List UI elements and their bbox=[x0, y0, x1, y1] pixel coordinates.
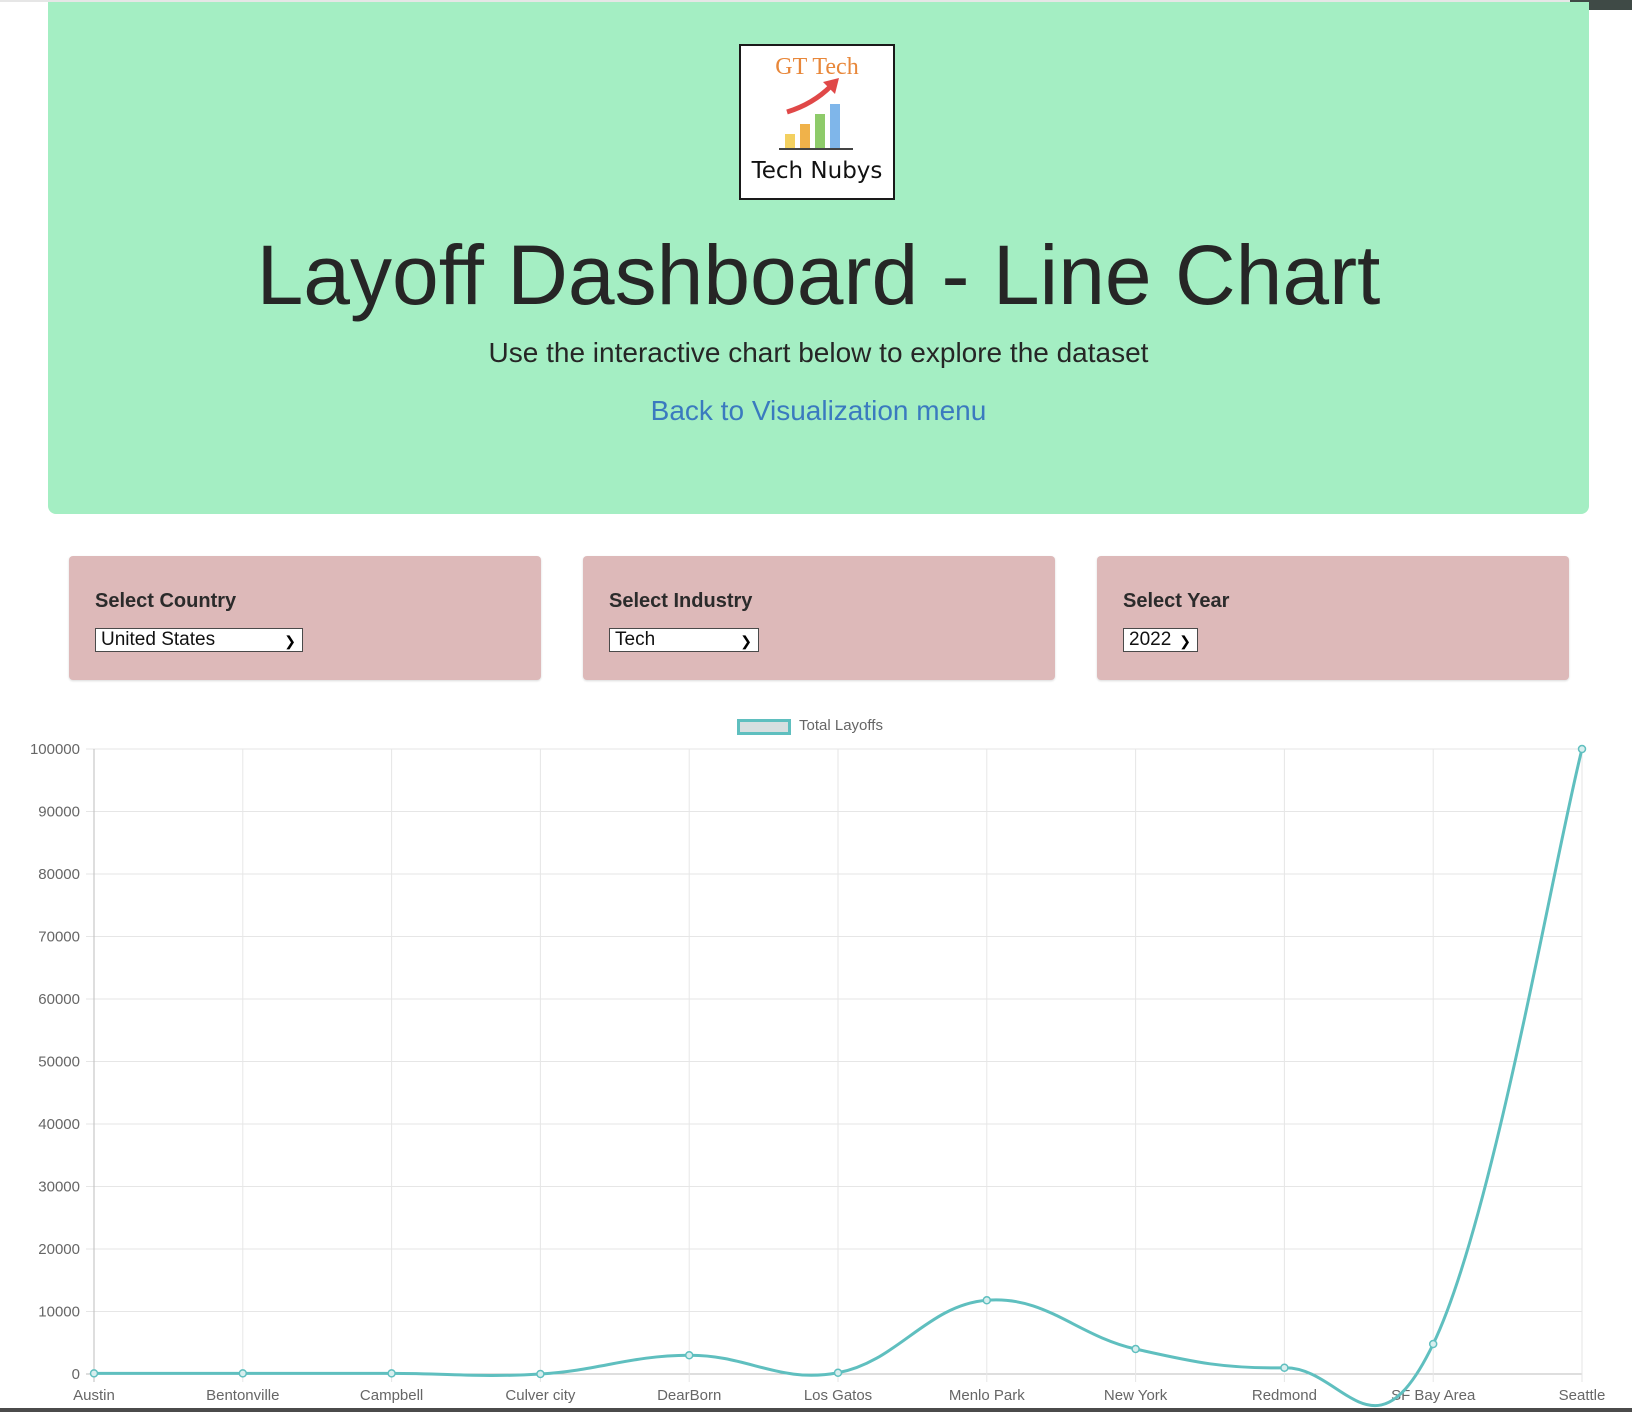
year-select-value: 2022 bbox=[1129, 629, 1172, 650]
year-filter-label: Select Year bbox=[1123, 590, 1230, 612]
top-border bbox=[0, 0, 1632, 2]
legend-swatch[interactable] bbox=[737, 719, 791, 735]
page-title: Layoff Dashboard - Line Chart bbox=[256, 228, 1381, 322]
y-tick-label: 60000 bbox=[38, 991, 80, 1008]
data-point bbox=[1280, 1363, 1289, 1372]
data-point bbox=[238, 1369, 248, 1378]
y-tick-label: 100000 bbox=[30, 741, 80, 758]
chevron-down-icon: ❯ bbox=[284, 633, 296, 649]
y-tick-label: 70000 bbox=[38, 929, 80, 946]
logo-top-text: GT Tech bbox=[775, 54, 858, 80]
data-point bbox=[982, 1296, 992, 1305]
data-point bbox=[684, 1351, 694, 1360]
data-point bbox=[1131, 1344, 1140, 1354]
y-tick-label: 40000 bbox=[38, 1116, 80, 1133]
y-tick-label: 90000 bbox=[38, 804, 80, 821]
data-point bbox=[387, 1369, 396, 1378]
y-tick-label: 10000 bbox=[38, 1304, 80, 1321]
data-point bbox=[1428, 1339, 1438, 1349]
year-select[interactable]: 2022 ❯ bbox=[1123, 628, 1198, 652]
y-tick-label: 30000 bbox=[38, 1179, 80, 1196]
industry-select-value: Tech bbox=[615, 629, 656, 650]
y-tick-label: 50000 bbox=[38, 1054, 80, 1071]
legend-label[interactable]: Total Layoffs bbox=[799, 717, 883, 734]
logo-bottom-text: Tech Nubys bbox=[751, 158, 883, 184]
y-tick-label: 20000 bbox=[38, 1241, 80, 1258]
gt-tech-logo: GT Tech Tech Nubys bbox=[739, 44, 895, 200]
series-line bbox=[94, 748, 1584, 1408]
industry-filter-label: Select Industry bbox=[609, 590, 753, 612]
country-filter-label: Select Country bbox=[95, 590, 237, 612]
window-corner bbox=[1570, 0, 1632, 10]
country-select[interactable]: United States ❯ bbox=[95, 628, 303, 652]
x-tick-label: Campbell bbox=[360, 1387, 423, 1404]
x-tick-label: Seattle bbox=[1559, 1387, 1606, 1404]
x-tick-label: Los Gatos bbox=[804, 1387, 872, 1404]
page-subtitle: Use the interactive chart below to explo… bbox=[488, 337, 1149, 368]
data-point bbox=[833, 1368, 843, 1377]
year-filter-card: Select Year 2022 ❯ bbox=[1097, 556, 1569, 680]
x-tick-label: Bentonville bbox=[206, 1387, 279, 1404]
industry-select[interactable]: Tech ❯ bbox=[609, 628, 759, 652]
bottom-border bbox=[0, 1408, 1632, 1412]
country-filter-card: Select Country United States ❯ bbox=[69, 556, 541, 680]
data-point bbox=[1577, 744, 1587, 754]
x-tick-label: SF Bay Area bbox=[1391, 1387, 1476, 1404]
x-tick-label: New York bbox=[1104, 1387, 1168, 1404]
x-tick-label: DearBorn bbox=[657, 1387, 721, 1404]
x-tick-label: Menlo Park bbox=[949, 1387, 1025, 1404]
x-tick-label: Redmond bbox=[1252, 1387, 1317, 1404]
industry-filter-card: Select Industry Tech ❯ bbox=[583, 556, 1055, 680]
x-tick-label: Austin bbox=[73, 1387, 115, 1404]
data-point bbox=[536, 1369, 545, 1379]
chevron-down-icon: ❯ bbox=[1179, 633, 1191, 649]
data-point bbox=[89, 1369, 99, 1378]
y-tick-label: 80000 bbox=[38, 866, 80, 883]
back-to-menu-link[interactable]: Back to Visualization menu bbox=[650, 395, 987, 426]
country-select-value: United States bbox=[101, 629, 216, 650]
chevron-down-icon: ❯ bbox=[740, 633, 752, 649]
x-tick-label: Culver city bbox=[505, 1387, 576, 1404]
y-tick-label: 0 bbox=[72, 1366, 80, 1383]
